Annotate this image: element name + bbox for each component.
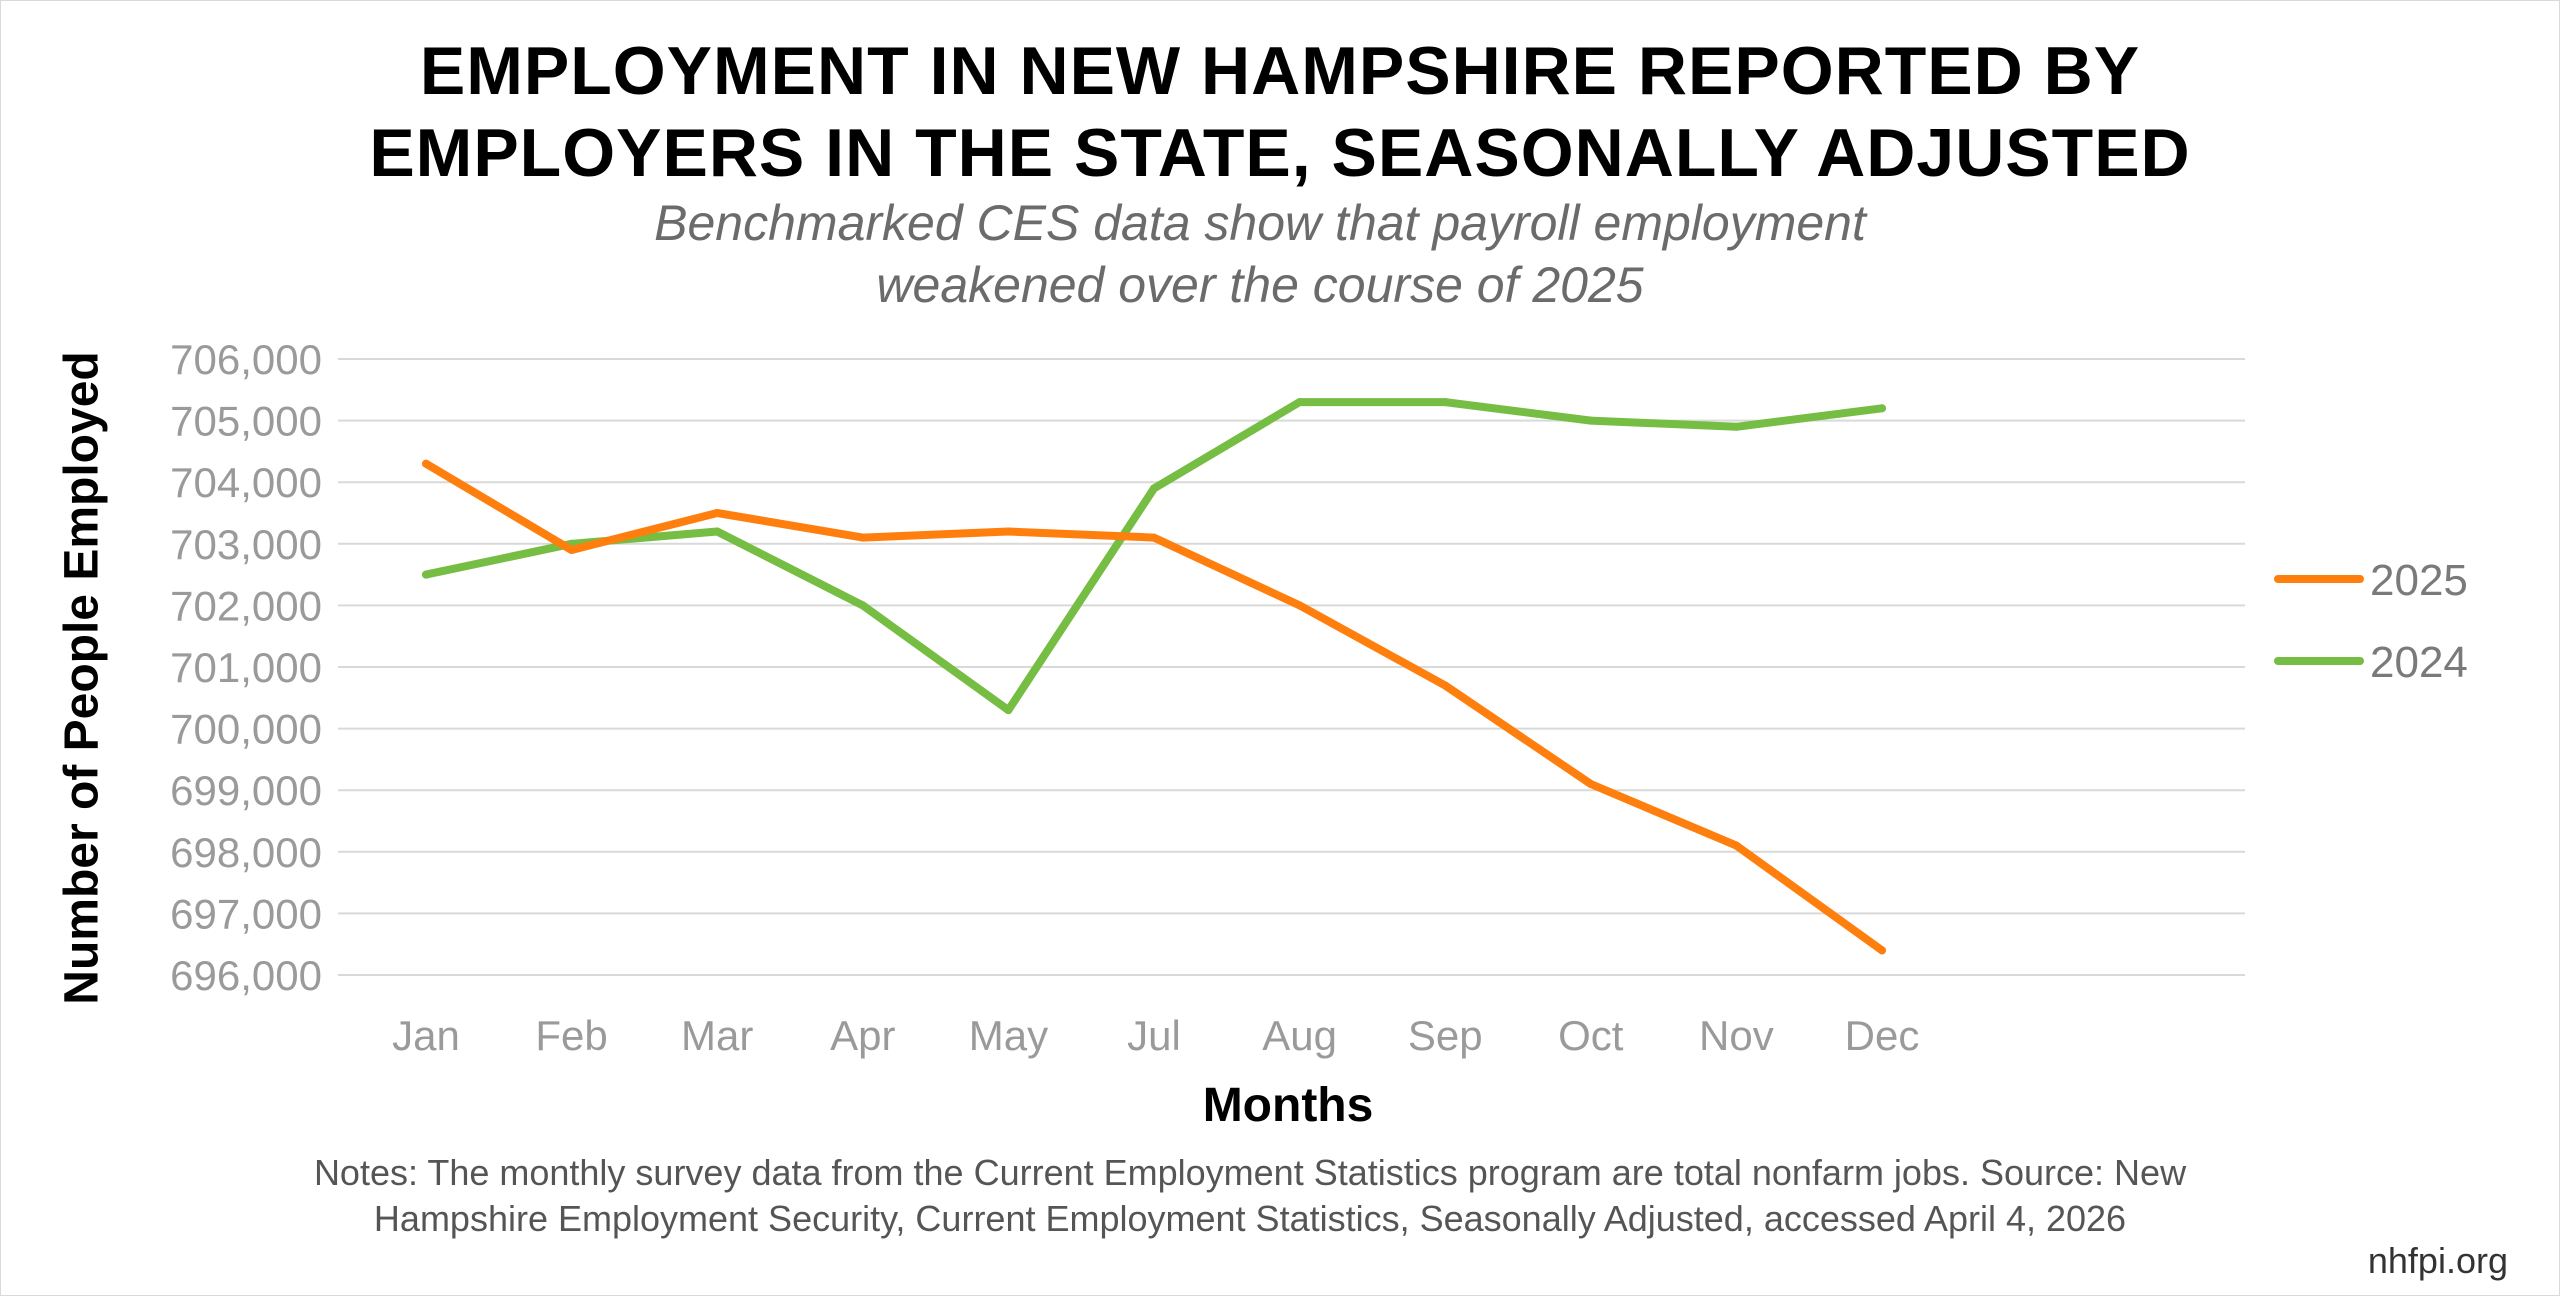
y-tick-label: 706,000 <box>170 336 322 383</box>
data-point-2024 <box>713 527 722 536</box>
legend-label-2024: 2024 <box>2370 638 2468 687</box>
data-point-2024 <box>858 601 867 610</box>
chart-title: EMPLOYMENT IN NEW HAMPSHIRE REPORTED BY … <box>0 30 2560 194</box>
chart-subtitle: Benchmarked CES data show that payroll e… <box>0 192 2520 316</box>
site-credit: nhfpi.org <box>2367 1240 2508 1281</box>
chart-title-line-1: EMPLOYMENT IN NEW HAMPSHIRE REPORTED BY <box>419 33 2141 109</box>
x-tick-label: May <box>969 1012 1048 1059</box>
x-tick-label: Jan <box>392 1012 460 1059</box>
x-axis-label: Months <box>1202 1079 1374 1132</box>
x-tick-label: Feb <box>535 1012 607 1059</box>
chart-subtitle-line-2: weakened over the course of 2025 <box>876 257 1644 313</box>
data-point-2025 <box>1150 533 1158 542</box>
data-point-2024 <box>1878 404 1886 413</box>
data-point-2025 <box>1732 841 1741 850</box>
data-point-2025 <box>422 459 430 468</box>
data-point-2025 <box>1586 780 1595 789</box>
x-tick-label: Oct <box>1558 1012 1624 1059</box>
y-tick-label: 698,000 <box>170 829 322 876</box>
x-tick-label: Apr <box>830 1012 895 1059</box>
y-tick-label: 696,000 <box>170 952 322 999</box>
y-tick-label: 699,000 <box>170 767 322 814</box>
y-tick-label: 697,000 <box>170 890 322 937</box>
x-tick-label: Jul <box>1127 1012 1181 1059</box>
data-point-2025 <box>1295 601 1304 610</box>
legend-label-2025: 2025 <box>2370 556 2468 605</box>
data-point-2025 <box>858 533 867 542</box>
x-tick-label: Aug <box>1262 1012 1337 1059</box>
data-point-2025 <box>567 545 576 554</box>
notes-line-2: Hampshire Employment Security, Current E… <box>373 1198 2127 1239</box>
data-point-2024 <box>1732 422 1741 431</box>
data-point-2025 <box>713 509 722 517</box>
x-tick-label: Nov <box>1699 1012 1774 1059</box>
data-point-2025 <box>1441 681 1450 690</box>
y-tick-label: 700,000 <box>170 706 322 753</box>
notes-line-1: Notes: The monthly survey data from the … <box>313 1152 2187 1193</box>
series-line-2024 <box>422 398 1886 715</box>
chart-title-line-2: EMPLOYERS IN THE STATE, SEASONALLY ADJUS… <box>369 115 2191 191</box>
data-point-2025 <box>1878 946 1886 955</box>
y-tick-label: 703,000 <box>170 521 322 568</box>
source-notes: Notes: The monthly survey data from the … <box>30 1150 2470 1242</box>
y-tick-label: 702,000 <box>170 582 322 629</box>
data-point-2024 <box>422 570 430 579</box>
x-tick-label: Dec <box>1845 1012 1920 1059</box>
y-tick-label: 705,000 <box>170 398 322 445</box>
y-tick-label: 704,000 <box>170 459 322 506</box>
data-point-2024 <box>1295 398 1304 407</box>
data-point-2024 <box>1004 706 1013 715</box>
chart-subtitle-line-1: Benchmarked CES data show that payroll e… <box>654 195 1866 251</box>
data-point-2025 <box>1004 527 1013 536</box>
x-tick-label: Mar <box>681 1012 753 1059</box>
y-tick-label: 701,000 <box>170 644 322 691</box>
data-point-2024 <box>1441 398 1450 407</box>
data-point-2024 <box>1586 416 1595 425</box>
data-point-2024 <box>1150 484 1158 493</box>
x-tick-label: Sep <box>1408 1012 1483 1059</box>
